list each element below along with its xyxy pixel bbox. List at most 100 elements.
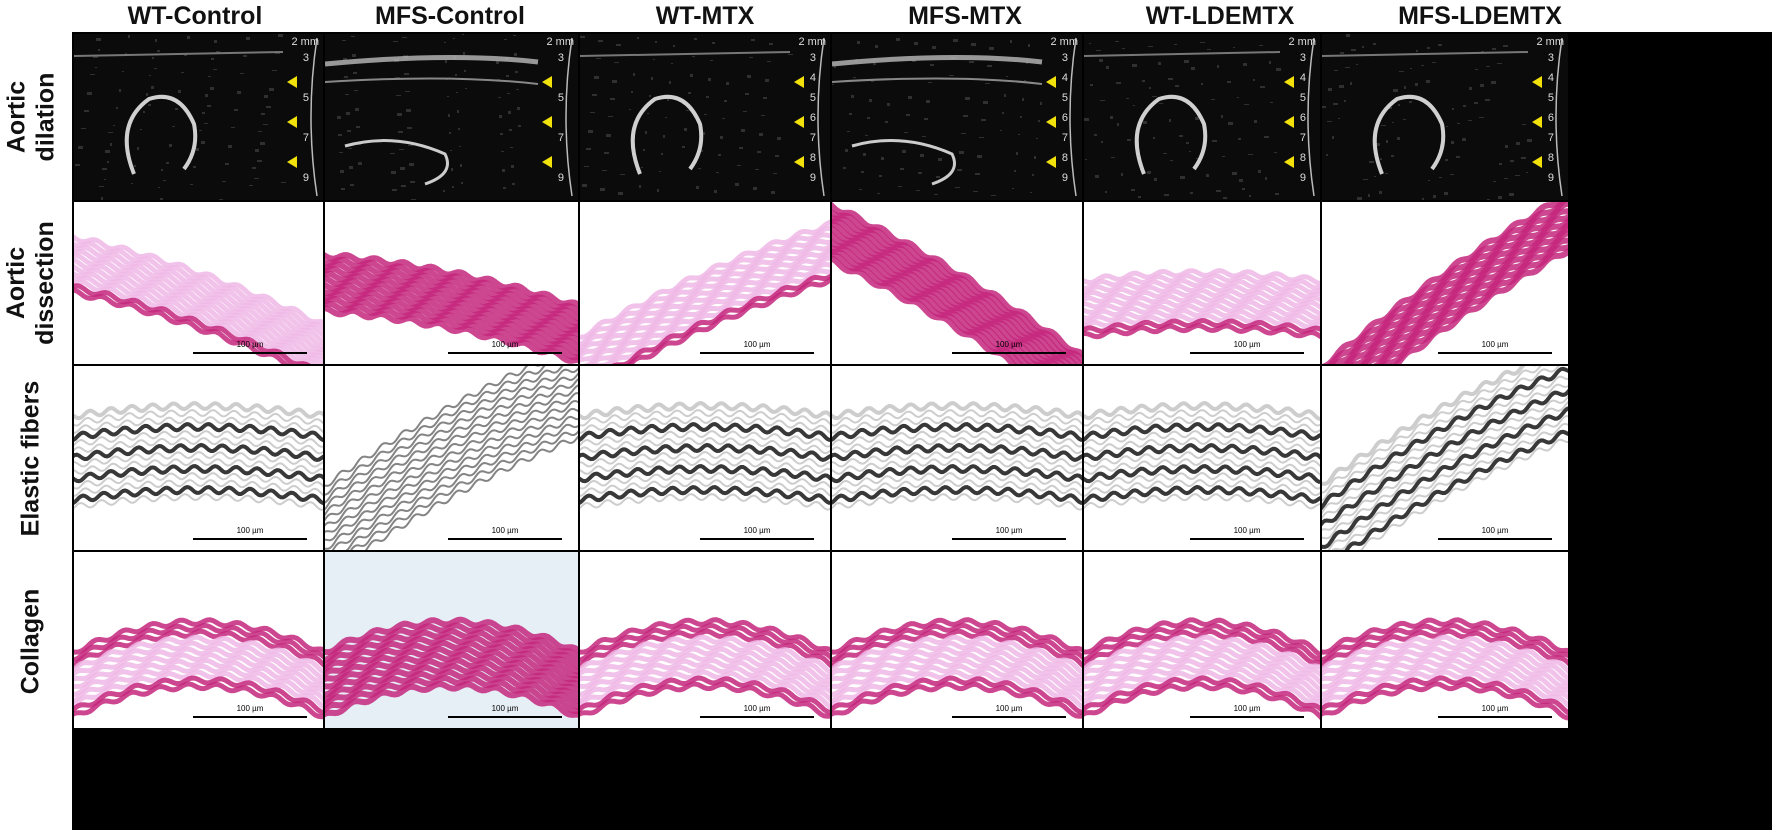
depth-tick-label: 6 <box>1061 112 1068 124</box>
dilation-image-wt-control: 2 mm 3 5 7 9 <box>74 34 323 200</box>
elastic-image-wt-control: 100 µm <box>74 366 323 550</box>
elastic-image-mfs-ldemtx: 100 µm <box>1322 366 1568 550</box>
elastic-image-mfs-mtx: 100 µm <box>832 366 1082 550</box>
scale-bar <box>1438 716 1552 718</box>
scale-bar <box>193 716 307 718</box>
depth-tick-label: 4 <box>1299 72 1306 84</box>
scale-bar-label: 100 µm <box>743 526 771 535</box>
dissection-image-mfs-control: 100 µm <box>325 202 578 364</box>
collagen-image-wt-mtx: 100 µm <box>580 552 830 728</box>
scale-bar-label: 100 µm <box>236 340 264 349</box>
collagen-image-wt-ldemtx: 100 µm <box>1084 552 1320 728</box>
scale-bar-label: 100 µm <box>1233 704 1261 713</box>
yellow-arrow-icon <box>1532 156 1542 168</box>
depth-ruler-unit: 2 mm <box>798 36 827 48</box>
scale-bar <box>448 716 562 718</box>
column-header-mfs-control: MFS-Control <box>375 2 525 30</box>
yellow-arrow-icon <box>794 76 804 88</box>
collagen-image-mfs-ldemtx: 100 µm <box>1322 552 1568 728</box>
scale-bar-label: 100 µm <box>491 340 519 349</box>
depth-tick-label: 7 <box>557 132 564 144</box>
scale-bar <box>1438 352 1552 354</box>
depth-tick-label: 5 <box>1299 92 1306 104</box>
scale-bar <box>193 352 307 354</box>
scale-bar <box>700 352 814 354</box>
scale-bar-label: 100 µm <box>995 704 1023 713</box>
depth-tick-label: 3 <box>302 52 309 64</box>
collagen-image-mfs-mtx: 100 µm <box>832 552 1082 728</box>
elastic-image-wt-ldemtx: 100 µm <box>1084 366 1320 550</box>
yellow-arrow-icon <box>1046 76 1056 88</box>
depth-ruler: 2 mm 3 5 7 9 <box>281 34 321 200</box>
scale-bar <box>1190 538 1304 540</box>
elastic-image-mfs-control: 100 µm <box>325 366 578 550</box>
depth-tick-label: 8 <box>1299 152 1306 164</box>
dilation-image-mfs-mtx: 2 mm 3 4 5 6 7 8 9 <box>832 34 1082 200</box>
depth-tick-label: 3 <box>557 52 564 64</box>
scale-bar <box>448 538 562 540</box>
row-header-aortic-dissection: Aortic dissection <box>2 221 59 345</box>
scale-bar <box>448 352 562 354</box>
column-header-wt-ldemtx: WT-LDEMTX <box>1145 2 1295 30</box>
scale-bar-label: 100 µm <box>491 526 519 535</box>
scale-bar-label: 100 µm <box>236 704 264 713</box>
column-header-wt-control: WT-Control <box>127 2 263 30</box>
image-grid: 2 mm 3 5 7 9 2 mm 3 5 7 9 2 mm 3 4 5 6 7 8 9 2 mm 3 4 5 6 7 8 9 2 … <box>72 32 1772 830</box>
row-header-collagen: Collagen <box>16 588 45 694</box>
scale-bar-label: 100 µm <box>491 704 519 713</box>
dilation-image-wt-ldemtx: 2 mm 3 4 5 6 7 8 9 <box>1084 34 1320 200</box>
scale-bar <box>1190 352 1304 354</box>
yellow-arrow-icon <box>794 156 804 168</box>
depth-tick-label: 7 <box>1547 132 1554 144</box>
depth-tick-label: 5 <box>1061 92 1068 104</box>
depth-tick-label: 4 <box>1061 72 1068 84</box>
depth-tick-label: 5 <box>302 92 309 104</box>
yellow-arrow-icon <box>1046 156 1056 168</box>
depth-ruler: 2 mm 3 5 7 9 <box>536 34 576 200</box>
scale-bar-label: 100 µm <box>1481 340 1509 349</box>
depth-tick-label: 3 <box>1547 52 1554 64</box>
scale-bar <box>700 538 814 540</box>
depth-tick-label: 6 <box>1547 112 1554 124</box>
scale-bar-label: 100 µm <box>236 526 264 535</box>
scale-bar <box>700 716 814 718</box>
scale-bar-label: 100 µm <box>743 704 771 713</box>
depth-ruler-unit: 2 mm <box>546 36 575 48</box>
yellow-arrow-icon <box>287 76 297 88</box>
depth-tick-label: 9 <box>1299 172 1306 184</box>
depth-tick-label: 5 <box>809 92 816 104</box>
scale-bar <box>1190 716 1304 718</box>
yellow-arrow-icon <box>1284 76 1294 88</box>
dilation-image-wt-mtx: 2 mm 3 4 5 6 7 8 9 <box>580 34 830 200</box>
scale-bar <box>952 716 1066 718</box>
depth-tick-label: 4 <box>1547 72 1554 84</box>
scale-bar <box>952 352 1066 354</box>
dilation-image-mfs-ldemtx: 2 mm 3 4 5 6 7 8 9 <box>1322 34 1568 200</box>
depth-tick-label: 3 <box>809 52 816 64</box>
yellow-arrow-icon <box>1284 116 1294 128</box>
depth-tick-label: 3 <box>1061 52 1068 64</box>
column-header-wt-mtx: WT-MTX <box>655 2 755 30</box>
depth-tick-label: 9 <box>302 172 309 184</box>
depth-ruler: 2 mm 3 4 5 6 7 8 9 <box>1278 34 1318 200</box>
depth-tick-label: 8 <box>809 152 816 164</box>
depth-tick-label: 9 <box>557 172 564 184</box>
depth-tick-label: 7 <box>809 132 816 144</box>
depth-tick-label: 9 <box>1061 172 1068 184</box>
yellow-arrow-icon <box>794 116 804 128</box>
column-header-mfs-ldemtx: MFS-LDEMTX <box>1398 2 1562 30</box>
dissection-image-mfs-ldemtx: 100 µm <box>1322 202 1568 364</box>
depth-ruler: 2 mm 3 4 5 6 7 8 9 <box>1526 34 1566 200</box>
depth-ruler: 2 mm 3 4 5 6 7 8 9 <box>788 34 828 200</box>
row-header-aortic-dilation: Aortic dilation <box>2 72 60 162</box>
depth-tick-label: 7 <box>302 132 309 144</box>
dissection-image-wt-mtx: 100 µm <box>580 202 830 364</box>
yellow-arrow-icon <box>542 76 552 88</box>
depth-tick-label: 6 <box>1299 112 1306 124</box>
yellow-arrow-icon <box>287 116 297 128</box>
row-header-elastic-fibers: Elastic fibers <box>16 380 45 536</box>
scale-bar-label: 100 µm <box>743 340 771 349</box>
depth-ruler-unit: 2 mm <box>1288 36 1317 48</box>
scale-bar-label: 100 µm <box>1233 340 1261 349</box>
depth-tick-label: 9 <box>1547 172 1554 184</box>
